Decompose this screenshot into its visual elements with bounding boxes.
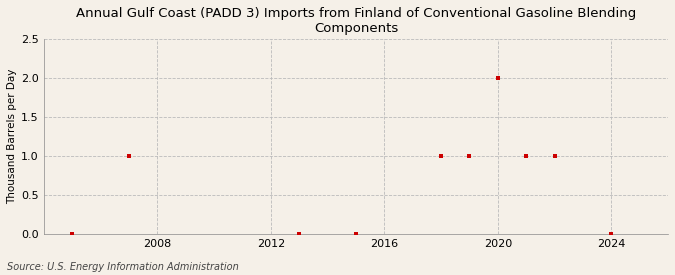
Point [520, 154, 531, 158]
Title: Annual Gulf Coast (PADD 3) Imports from Finland of Conventional Gasoline Blendin: Annual Gulf Coast (PADD 3) Imports from … [76, 7, 636, 35]
Point [435, 154, 446, 158]
Point [67, 232, 78, 236]
Point [464, 154, 475, 158]
Y-axis label: Thousand Barrels per Day: Thousand Barrels per Day [7, 69, 17, 204]
Point [124, 154, 134, 158]
Text: Source: U.S. Energy Information Administration: Source: U.S. Energy Information Administ… [7, 262, 238, 272]
Point [492, 76, 503, 80]
Point [606, 232, 617, 236]
Point [294, 232, 304, 236]
Point [350, 232, 361, 236]
Point [549, 154, 560, 158]
